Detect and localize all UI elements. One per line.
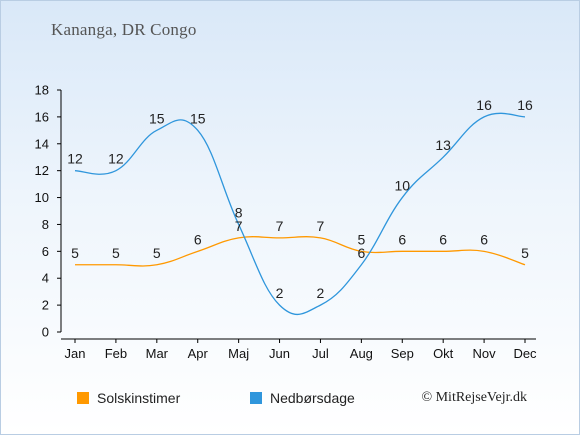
y-tick-label: 10 xyxy=(35,190,49,205)
data-label-rain-days: 15 xyxy=(190,110,206,126)
y-tick-label: 8 xyxy=(42,217,49,232)
data-label-sunshine: 7 xyxy=(235,218,243,234)
data-label-rain-days: 2 xyxy=(276,285,284,301)
y-tick-label: 12 xyxy=(35,163,49,178)
data-label-rain-days: 16 xyxy=(517,97,533,113)
y-tick-label: 6 xyxy=(42,244,49,259)
y-tick-label: 2 xyxy=(42,298,49,313)
x-tick-label: Aug xyxy=(350,346,373,361)
x-tick-label: Dec xyxy=(513,346,537,361)
data-label-rain-days: 8 xyxy=(235,204,243,220)
data-label-sunshine: 6 xyxy=(398,231,406,247)
legend-label-sunshine: Solskinstimer xyxy=(97,390,181,406)
legend-item-rain-days: Nedbørsdage xyxy=(250,390,355,406)
x-tick-label: Maj xyxy=(228,346,249,361)
x-tick-label: Feb xyxy=(105,346,127,361)
data-label-sunshine: 5 xyxy=(112,245,120,261)
legend-swatch-rain-days xyxy=(250,392,262,404)
data-label-sunshine: 7 xyxy=(317,218,325,234)
x-tick-label: Jul xyxy=(312,346,329,361)
data-label-sunshine: 5 xyxy=(357,231,365,247)
data-label-sunshine: 5 xyxy=(153,245,161,261)
x-tick-label: Sep xyxy=(391,346,414,361)
chart-title: Kananga, DR Congo xyxy=(51,20,197,39)
x-tick-label: Nov xyxy=(473,346,497,361)
data-label-rain-days: 6 xyxy=(357,245,365,261)
credit-text: © MitRejseVejr.dk xyxy=(421,390,527,405)
series-line-sunshine xyxy=(75,236,526,267)
data-label-sunshine: 5 xyxy=(521,245,529,261)
x-tick-label: Apr xyxy=(188,346,209,361)
data-label-rain-days: 10 xyxy=(394,178,410,194)
legend-item-sunshine: Solskinstimer xyxy=(77,390,180,406)
data-label-sunshine: 5 xyxy=(71,245,79,261)
x-tick-label: Mar xyxy=(146,346,169,361)
data-label-sunshine: 7 xyxy=(276,218,284,234)
x-tick-label: Jun xyxy=(269,346,290,361)
data-label-rain-days: 2 xyxy=(317,285,325,301)
x-tick-label: Okt xyxy=(433,346,454,361)
legend-swatch-sunshine xyxy=(77,392,89,404)
data-label-sunshine: 6 xyxy=(194,231,202,247)
y-tick-label: 4 xyxy=(42,271,49,286)
y-tick-label: 14 xyxy=(35,136,49,151)
series-line-rain-days xyxy=(74,112,526,315)
y-tick-label: 18 xyxy=(35,83,49,98)
x-tick-label: Jan xyxy=(65,346,86,361)
y-tick-label: 0 xyxy=(42,325,49,340)
y-tick-label: 16 xyxy=(35,109,49,124)
legend-label-rain-days: Nedbørsdage xyxy=(270,390,355,406)
data-label-rain-days: 15 xyxy=(149,110,165,126)
data-label-sunshine: 6 xyxy=(480,231,488,247)
data-label-rain-days: 13 xyxy=(435,137,451,153)
data-label-rain-days: 12 xyxy=(67,151,83,167)
data-label-sunshine: 6 xyxy=(439,231,447,247)
data-label-rain-days: 12 xyxy=(108,151,124,167)
data-label-rain-days: 16 xyxy=(476,97,492,113)
